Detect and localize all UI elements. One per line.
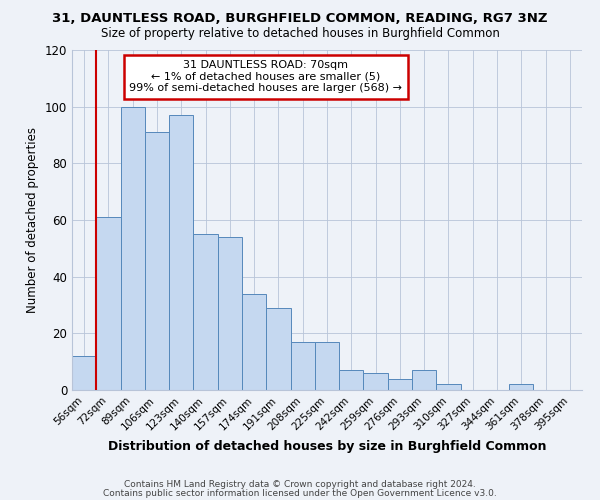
Bar [169,115,193,390]
X-axis label: Distribution of detached houses by size in Burghfield Common: Distribution of detached houses by size … [108,440,546,453]
Bar [436,384,461,390]
Bar [96,217,121,390]
Text: Size of property relative to detached houses in Burghfield Common: Size of property relative to detached ho… [101,28,499,40]
Text: Contains public sector information licensed under the Open Government Licence v3: Contains public sector information licen… [103,488,497,498]
Bar [242,294,266,390]
Bar [388,378,412,390]
Bar [266,308,290,390]
Bar [509,384,533,390]
Bar [339,370,364,390]
Text: 31 DAUNTLESS ROAD: 70sqm
← 1% of detached houses are smaller (5)
99% of semi-det: 31 DAUNTLESS ROAD: 70sqm ← 1% of detache… [130,60,403,94]
Text: Contains HM Land Registry data © Crown copyright and database right 2024.: Contains HM Land Registry data © Crown c… [124,480,476,489]
Text: 31, DAUNTLESS ROAD, BURGHFIELD COMMON, READING, RG7 3NZ: 31, DAUNTLESS ROAD, BURGHFIELD COMMON, R… [52,12,548,26]
Y-axis label: Number of detached properties: Number of detached properties [26,127,39,313]
Bar [72,356,96,390]
Bar [412,370,436,390]
Bar [364,373,388,390]
Bar [290,342,315,390]
Bar [315,342,339,390]
Bar [218,237,242,390]
Bar [193,234,218,390]
Bar [121,106,145,390]
Bar [145,132,169,390]
